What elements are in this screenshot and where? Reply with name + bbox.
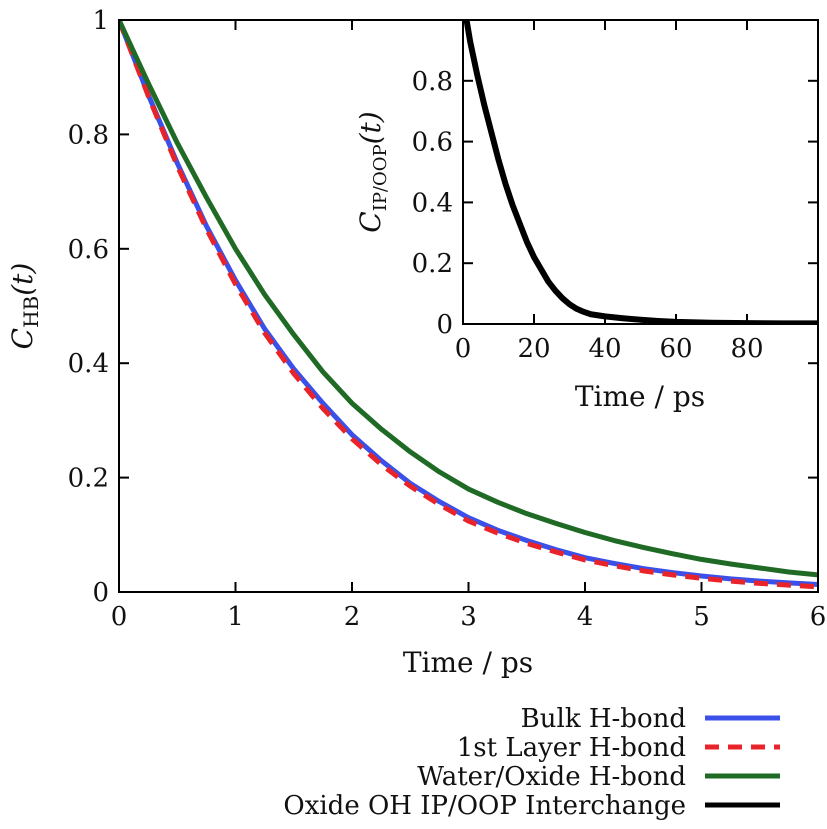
main-x-tick-label: 3 (460, 602, 477, 632)
inset-y-axis-label-arg: (t) (354, 111, 387, 144)
main-series-line-2 (119, 20, 818, 590)
inset-x-axis-label: Time / ps (575, 380, 705, 413)
inset-x-tick-label: 20 (517, 334, 550, 364)
inset-y-axis-label-main: C (354, 211, 387, 232)
main-y-axis-label-arg: (t) (6, 263, 39, 296)
inset-background (463, 20, 818, 324)
inset-plot: 0 20 40 60 80 0 0.2 0.4 0.6 0.8 Time / ps CIP/OOP… (354, 19, 819, 413)
inset-y-tick-label: 0.8 (412, 67, 453, 97)
inset-y-tick-label: 0.6 (412, 128, 453, 158)
main-y-tick-label: 0.8 (68, 120, 109, 150)
inset-y-tick-label: 0.4 (412, 188, 453, 218)
main-y-tick-label: 1 (92, 6, 109, 36)
inset-series-line-1 (463, 20, 818, 324)
main-x-tick-label: 4 (577, 602, 594, 632)
inset-series-group (463, 20, 818, 324)
main-x-tick-label: 1 (227, 602, 244, 632)
inset-y-tick-label: 0 (436, 310, 453, 340)
main-ticks-group: 0 1 2 3 4 5 600.20.40.60.81 (68, 6, 827, 632)
inset-y-tick-label: 0.2 (412, 249, 453, 279)
main-y-tick-label: 0.6 (68, 235, 109, 265)
main-y-axis-label-main: C (6, 328, 39, 349)
main-y-axis-label-sub: HB (19, 296, 43, 328)
main-x-tick-label: 6 (810, 602, 827, 632)
main-x-tick-label: 0 (111, 602, 128, 632)
legend-label-4: Oxide OH IP/OOP Interchange (283, 791, 686, 821)
main-x-tick-label: 5 (693, 602, 710, 632)
inset-x-tick-label: 0 (455, 334, 472, 364)
inset-plot-frame (462, 19, 819, 325)
main-plot: 0 1 2 3 4 5 600.20.40.60.81 Time / ps CHB(t) (6, 6, 826, 679)
legend-label-2: 1st Layer H-bond (457, 733, 686, 763)
inset-x-tick-label: 40 (588, 334, 621, 364)
inset-y-axis-label: CIP/OOP(t) (354, 111, 391, 232)
inset-y-axis-label-sub: IP/OOP (370, 144, 391, 211)
main-series-line-3 (119, 20, 818, 578)
inset-x-tick-label: 80 (730, 334, 763, 364)
legend-label-1: Bulk H-bond (521, 704, 686, 734)
main-x-axis-label: Time / ps (403, 646, 533, 679)
inset-ticks-group: 0 20 40 60 80 0 0.2 0.4 0.6 0.8 (412, 20, 818, 364)
legend-label-3: Water/Oxide H-bond (417, 762, 686, 792)
main-y-tick-label: 0.2 (68, 464, 109, 494)
main-y-tick-label: 0.4 (68, 349, 109, 379)
main-x-tick-label: 2 (344, 602, 361, 632)
main-series-group (119, 20, 818, 590)
inset-x-tick-label: 60 (659, 334, 692, 364)
main-y-axis-label: CHB(t) (6, 263, 43, 350)
main-y-tick-label: 0 (92, 578, 109, 608)
